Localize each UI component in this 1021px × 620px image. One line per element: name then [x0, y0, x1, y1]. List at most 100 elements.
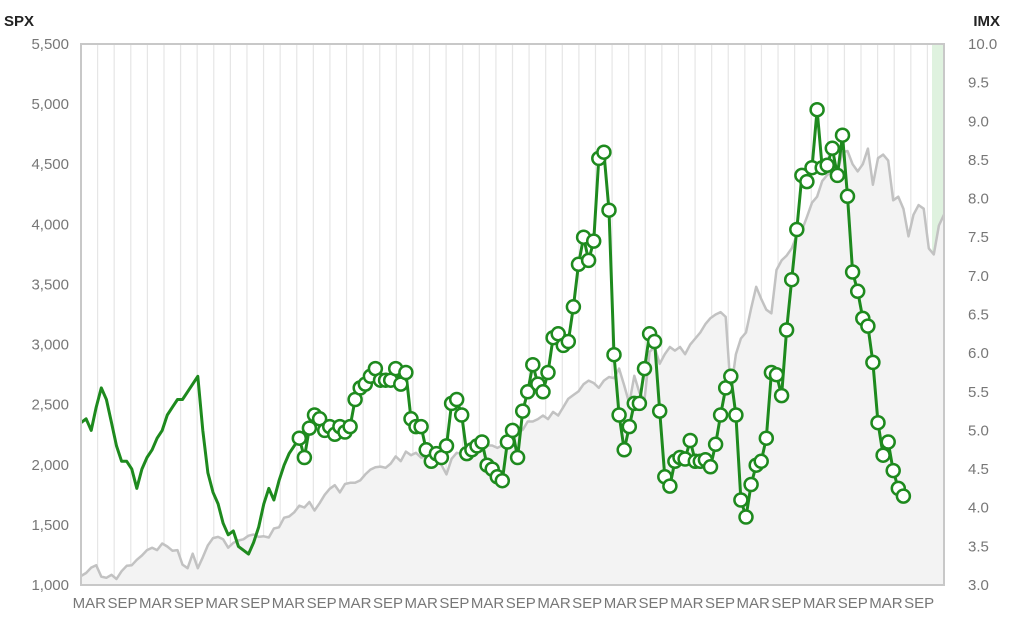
- x-tick-label: SEP: [572, 595, 602, 612]
- imx-point: [743, 476, 759, 493]
- left-axis-title: SPX: [4, 13, 34, 30]
- x-tick-label: MAR: [670, 595, 704, 612]
- imx-point: [778, 322, 795, 338]
- left-tick-label: 2,000: [31, 457, 69, 474]
- x-tick-label: MAR: [604, 595, 638, 612]
- right-tick-label: 8.0: [968, 191, 989, 208]
- imx-point: [504, 422, 521, 439]
- right-tick-label: 4.0: [968, 500, 989, 517]
- imx-point: [646, 333, 663, 350]
- x-tick-label: SEP: [771, 595, 801, 612]
- imx-point: [768, 367, 785, 383]
- imx-point: [601, 202, 617, 218]
- x-tick-label: MAR: [73, 595, 107, 612]
- imx-point: [448, 391, 465, 408]
- x-tick-label: SEP: [174, 595, 204, 612]
- imx-point: [819, 157, 835, 174]
- imx-point: [849, 283, 866, 300]
- right-tick-label: 6.5: [968, 307, 989, 324]
- x-tick-label: SEP: [506, 595, 536, 612]
- x-tick-label: SEP: [639, 595, 669, 612]
- imx-point: [596, 144, 612, 160]
- imx-point: [728, 407, 744, 423]
- imx-series: [80, 101, 912, 556]
- imx-point: [296, 449, 313, 466]
- right-axis-title: IMX: [973, 13, 1000, 30]
- imx-point: [834, 127, 851, 143]
- imx-point: [580, 252, 597, 269]
- imx-point: [885, 462, 901, 479]
- x-tick-label: SEP: [373, 595, 403, 612]
- right-axis-ticks: 3.0 3.5 4.0 4.5 5.0 5.5 6.0 6.5 7.0 7.5 8.0 8.5 9.0 9…: [968, 36, 997, 594]
- imx-point: [565, 299, 582, 315]
- imx-point: [865, 354, 881, 371]
- imx-point: [783, 271, 800, 288]
- imx-point: [860, 318, 876, 334]
- x-tick-label: MAR: [272, 595, 306, 612]
- imx-point: [895, 488, 912, 504]
- right-tick-label: 5.0: [968, 422, 989, 439]
- imx-point: [702, 459, 719, 475]
- left-tick-label: 1,000: [31, 577, 69, 594]
- left-tick-label: 3,000: [31, 337, 69, 354]
- imx-point: [809, 101, 825, 118]
- imx-point: [844, 264, 861, 280]
- imx-point: [651, 403, 668, 419]
- imx-point: [301, 420, 318, 436]
- left-tick-label: 3,500: [31, 276, 69, 293]
- imx-point: [519, 384, 536, 400]
- left-axis-ticks: 1,000 1,500 2,000 2,500 3,000 3,500 4,000 4,500…: [31, 36, 69, 594]
- x-tick-label: MAR: [139, 595, 173, 612]
- imx-point: [829, 167, 846, 184]
- right-tick-label: 10.0: [968, 36, 997, 53]
- right-tick-label: 4.5: [968, 461, 989, 478]
- imx-point: [540, 364, 556, 381]
- plot-border: [80, 43, 945, 586]
- imx-point: [509, 449, 526, 466]
- right-tick-label: 6.0: [968, 345, 989, 362]
- imx-point: [839, 188, 856, 205]
- plot-frame: [80, 43, 945, 586]
- x-axis-ticks: MAR SEP MAR SEP MAR SEP MAR SEP MAR SEP MAR SEP MAR S…: [73, 595, 934, 612]
- x-tick-label: MAR: [405, 595, 439, 612]
- imx-point: [535, 384, 551, 400]
- imx-point: [799, 173, 815, 190]
- imx-point: [474, 434, 490, 450]
- x-tick-label: MAR: [205, 595, 239, 612]
- right-tick-label: 3.5: [968, 538, 989, 555]
- imx-point: [616, 442, 632, 458]
- imx-point: [514, 403, 531, 419]
- x-tick-label: SEP: [107, 595, 137, 612]
- x-tick-label: MAR: [736, 595, 770, 612]
- x-tick-label: MAR: [803, 595, 837, 612]
- imx-point: [636, 360, 653, 377]
- imx-point: [870, 414, 886, 431]
- x-tick-label: MAR: [338, 595, 372, 612]
- x-tick-label: MAR: [471, 595, 505, 612]
- imx-point: [662, 478, 678, 494]
- x-tick-label: MAR: [869, 595, 903, 612]
- imx-point: [606, 346, 622, 363]
- right-tick-label: 5.5: [968, 384, 989, 401]
- imx-point: [758, 430, 775, 446]
- x-tick-label: SEP: [904, 595, 934, 612]
- right-tick-label: 7.0: [968, 268, 989, 285]
- right-tick-label: 3.0: [968, 577, 989, 594]
- right-tick-label: 7.5: [968, 229, 989, 246]
- spx-area: [81, 148, 944, 585]
- imx-point: [438, 438, 455, 454]
- left-tick-label: 4,500: [31, 156, 69, 173]
- left-tick-label: 5,500: [31, 36, 69, 53]
- left-tick-label: 4,000: [31, 216, 69, 233]
- right-tick-label: 8.5: [968, 152, 989, 169]
- x-tick-label: SEP: [439, 595, 469, 612]
- imx-point: [723, 368, 739, 385]
- left-tick-label: 2,500: [31, 397, 69, 414]
- imx-point: [824, 140, 841, 157]
- imx-point: [733, 492, 749, 508]
- imx-point: [712, 407, 729, 423]
- right-tick-label: 9.5: [968, 75, 989, 92]
- imx-point: [875, 447, 891, 463]
- imx-point: [560, 333, 577, 350]
